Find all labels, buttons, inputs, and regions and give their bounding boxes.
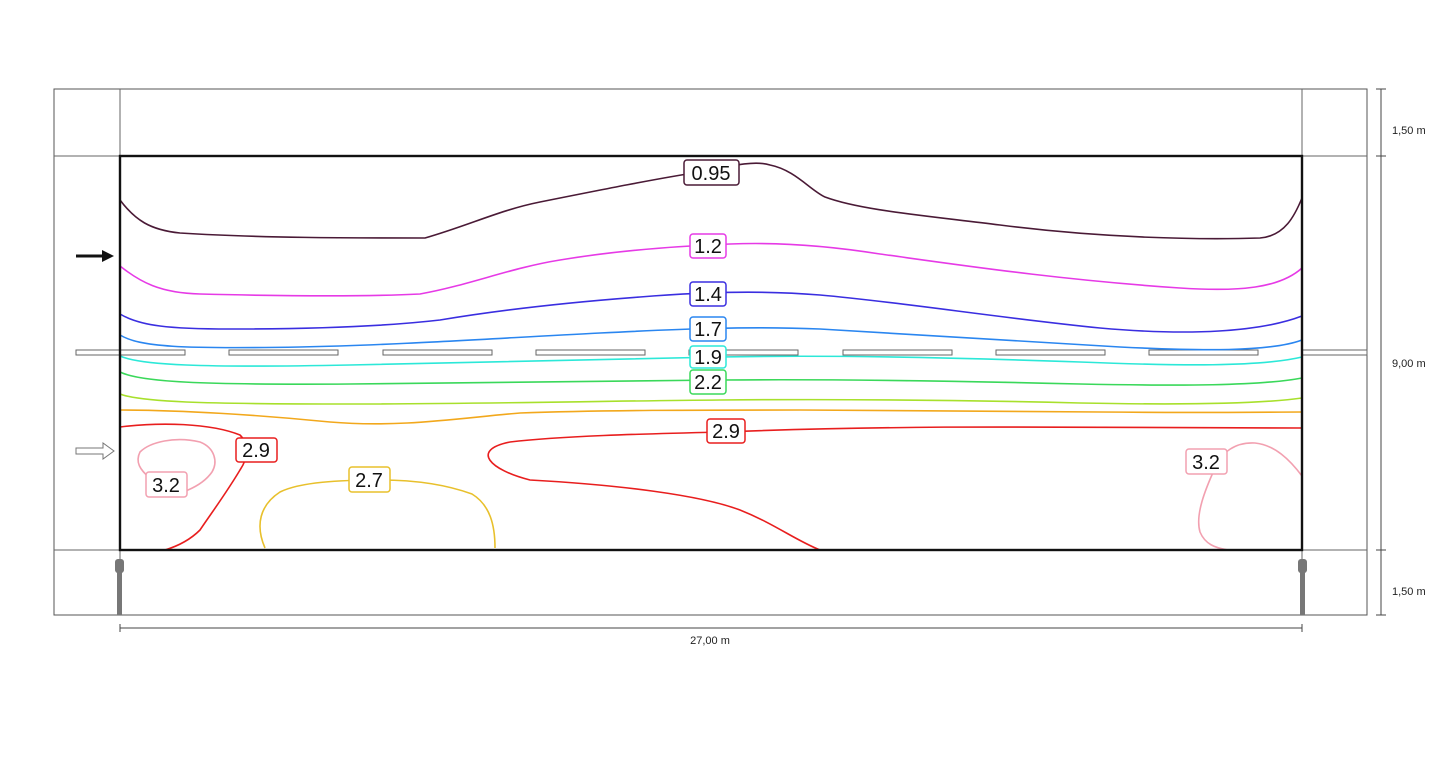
lane-markings [75, 349, 1368, 356]
luminaire-pole-left [115, 559, 124, 615]
contour-line-2.9 [487, 426, 1303, 551]
contour-line-1.2 [119, 242, 1303, 297]
contour-label-1.9: 1.9 [694, 347, 722, 369]
contour-label-1.4: 1.4 [694, 284, 722, 306]
contour-label-1.2: 1.2 [694, 236, 722, 258]
dimension-middle: 9,00 m [1392, 358, 1426, 370]
dimension-bottom-margin: 1,50 m [1392, 586, 1426, 598]
lane-dash [842, 349, 953, 356]
contour-label-3.2-right: 3.2 [1192, 452, 1220, 474]
dimension-width: 27,00 m [690, 635, 730, 647]
lane-dash [228, 349, 339, 356]
calculation-area [118, 154, 1304, 552]
contour-line-2.9-left [119, 423, 248, 551]
arrow-right-solid-icon [76, 250, 114, 262]
dimension-top-margin: 1,50 m [1392, 125, 1426, 137]
lane-dash [535, 349, 646, 356]
arrow-right-hollow-icon [75, 442, 115, 460]
lane-dash [75, 349, 186, 356]
contour-label-2.9: 2.9 [712, 421, 740, 443]
contour-label-2.2: 2.2 [694, 372, 722, 394]
contour-line-2.6 [119, 409, 1303, 425]
lane-dash [382, 349, 493, 356]
contour-line-2.4 [119, 393, 1303, 405]
horizontal-dimension [119, 624, 1303, 632]
vertical-dimension [1376, 88, 1386, 616]
lane-dash [995, 349, 1106, 356]
lane-dash [688, 349, 799, 356]
contour-line-1.4 [119, 291, 1303, 333]
contour-label-1.7: 1.7 [694, 319, 722, 341]
contour-label-0.95: 0.95 [692, 163, 731, 185]
contour-labels: 0.95 1.2 1.4 1.7 1.9 2.2 2.9 2.9 2.7 3.2… [145, 159, 1228, 498]
lane-dash [1301, 349, 1368, 356]
luminaire-pole-right [1298, 559, 1307, 615]
contour-label-2.7: 2.7 [355, 470, 383, 492]
contour-label-2.9-left: 2.9 [242, 440, 270, 462]
contour-label-3.2-left: 3.2 [152, 475, 180, 497]
lane-dash [1148, 349, 1259, 356]
